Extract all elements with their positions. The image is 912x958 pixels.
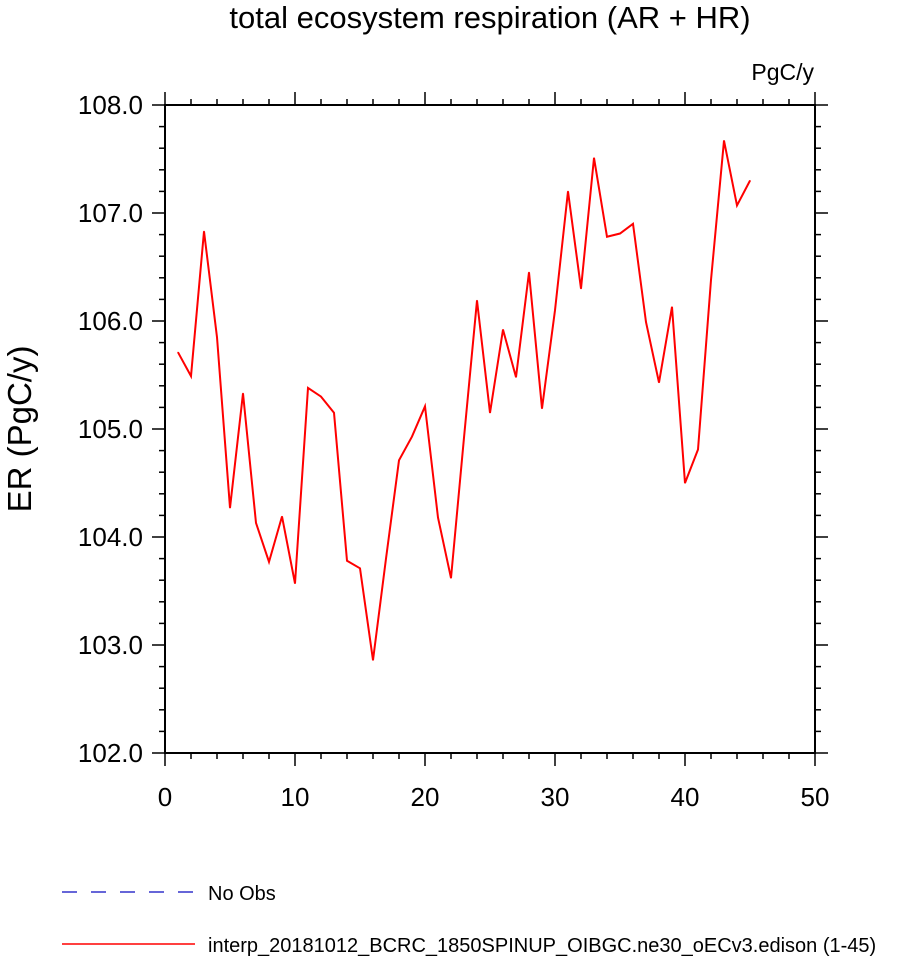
data-point: [580, 288, 582, 290]
data-point: [658, 381, 660, 384]
series-line: [177, 140, 751, 661]
data-point: [528, 271, 530, 273]
x-tick-label: 50: [801, 782, 830, 812]
data-point: [203, 230, 205, 232]
data-point: [684, 482, 686, 484]
data-point: [502, 329, 504, 331]
x-tick-label: 0: [158, 782, 172, 812]
chart-title: total ecosystem respiration (AR + HR): [229, 0, 750, 35]
x-tick-label: 10: [281, 782, 310, 812]
data-point: [294, 582, 296, 585]
data-point: [307, 387, 309, 389]
data-point: [190, 375, 192, 377]
data-point: [398, 459, 400, 461]
y-tick-label: 102.0: [78, 738, 143, 768]
data-point: [268, 561, 270, 563]
data-point: [619, 232, 621, 235]
data-point: [463, 437, 465, 439]
data-point: [281, 515, 283, 518]
y-tick-label: 104.0: [78, 522, 143, 552]
data-point: [411, 435, 413, 438]
y-tick-label: 108.0: [78, 90, 143, 120]
x-tick-label: 40: [671, 782, 700, 812]
data-point: [359, 567, 361, 569]
data-point: [723, 140, 725, 142]
data-point: [229, 507, 231, 509]
y-axis-label: ER (PgC/y): [1, 346, 38, 513]
data-point: [437, 516, 439, 519]
axis-tick-labels: 0 10 20 30 40 50 102.0 103.0 104.0 105.0 106.0 107.…: [78, 90, 830, 812]
data-point: [645, 321, 647, 323]
data-point: [216, 336, 218, 338]
data-point: [450, 577, 452, 579]
data-point: [606, 236, 608, 238]
data-point: [749, 180, 751, 182]
data-point: [320, 396, 322, 398]
y-tick-label: 106.0: [78, 306, 143, 336]
x-tick-label: 30: [541, 782, 570, 812]
data-point: [554, 309, 556, 311]
axis-ticks: [152, 92, 828, 766]
data-point: [372, 659, 374, 661]
legend-label: No Obs: [208, 883, 276, 905]
data-point: [177, 351, 179, 353]
data-point: [255, 522, 257, 524]
legend: No Obs interp_20181012_BCRC_1850SPINUP_OI…: [62, 883, 876, 957]
data-point: [541, 407, 543, 410]
legend-label: interp_20181012_BCRC_1850SPINUP_OIBGC.ne…: [208, 935, 876, 957]
data-point: [593, 157, 595, 159]
data-point: [736, 204, 738, 207]
data-point: [710, 279, 712, 281]
data-point: [515, 376, 517, 378]
data-point: [476, 299, 478, 302]
data-point: [346, 560, 348, 562]
data-point: [697, 448, 699, 451]
data-point: [385, 558, 387, 560]
y-tick-label: 105.0: [78, 414, 143, 444]
data-point: [632, 223, 634, 225]
data-point: [242, 392, 244, 394]
units-label: PgC/y: [751, 59, 814, 85]
data-point: [333, 412, 335, 414]
y-tick-label: 107.0: [78, 198, 143, 228]
data-point: [671, 306, 673, 308]
data-point: [489, 412, 491, 414]
y-tick-label: 103.0: [78, 630, 143, 660]
series-layer: [177, 140, 751, 661]
data-point: [424, 405, 426, 407]
data-point: [567, 190, 569, 192]
x-tick-label: 20: [411, 782, 440, 812]
